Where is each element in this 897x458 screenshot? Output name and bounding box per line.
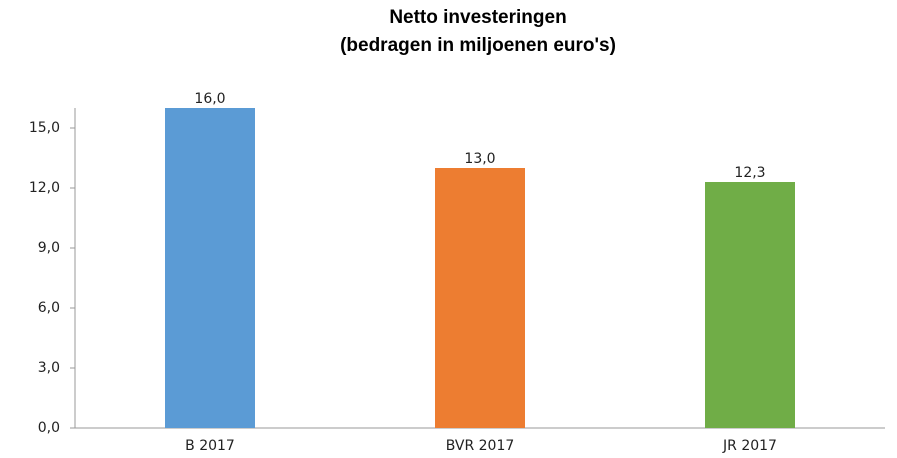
y-tick-label: 3,0 <box>38 360 60 376</box>
y-tick-label: 12,0 <box>29 180 60 196</box>
bar <box>165 108 255 428</box>
chart-title: Netto investeringen <box>389 7 566 28</box>
x-tick-label: B 2017 <box>185 438 235 454</box>
chart-subtitle: (bedragen in miljoenen euro's) <box>340 35 616 56</box>
y-tick-label: 6,0 <box>38 300 60 316</box>
data-label: 13,0 <box>464 151 495 167</box>
y-tick-label: 0,0 <box>38 420 60 436</box>
data-label: 16,0 <box>194 91 225 107</box>
bar <box>435 168 525 428</box>
data-label: 12,3 <box>734 165 765 181</box>
x-tick-label: BVR 2017 <box>446 438 515 454</box>
x-tick-label: JR 2017 <box>722 438 777 454</box>
y-tick-label: 9,0 <box>38 240 60 256</box>
y-tick-label: 15,0 <box>29 120 60 136</box>
bar <box>705 182 795 428</box>
